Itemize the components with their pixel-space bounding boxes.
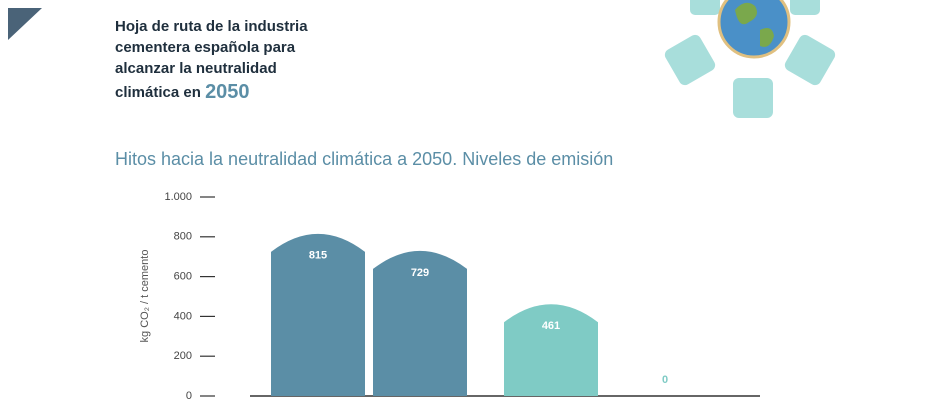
data-label: 815 <box>309 250 327 262</box>
data-label: 0 <box>662 374 668 386</box>
bar <box>271 233 365 396</box>
y-tick-label: 1.000 <box>164 191 192 203</box>
bar <box>373 250 467 396</box>
y-tick-label: 600 <box>174 271 192 283</box>
y-tick-label: 0 <box>186 390 192 400</box>
y-tick-label: 800 <box>174 231 192 243</box>
y-tick-label: 200 <box>174 350 192 362</box>
headline: Hoja de ruta de la industria <box>115 18 308 35</box>
headline: alcanzar la neutralidad <box>115 60 277 77</box>
y-axis-label: kg CO₂ / t cemento <box>139 250 151 343</box>
data-label: 461 <box>542 320 560 332</box>
headline: climática en 2050 <box>115 81 250 103</box>
headline-text: climática en <box>115 84 201 101</box>
bar <box>504 304 598 396</box>
data-label: 729 <box>411 267 429 279</box>
y-tick-label: 400 <box>174 310 192 322</box>
headline-year: 2050 <box>205 81 250 103</box>
chart-title: Hitos hacia la neutralidad climática a 2… <box>115 149 613 169</box>
corner-triangle <box>8 8 42 40</box>
headline: cementera española para <box>115 39 296 56</box>
logo <box>664 0 836 118</box>
